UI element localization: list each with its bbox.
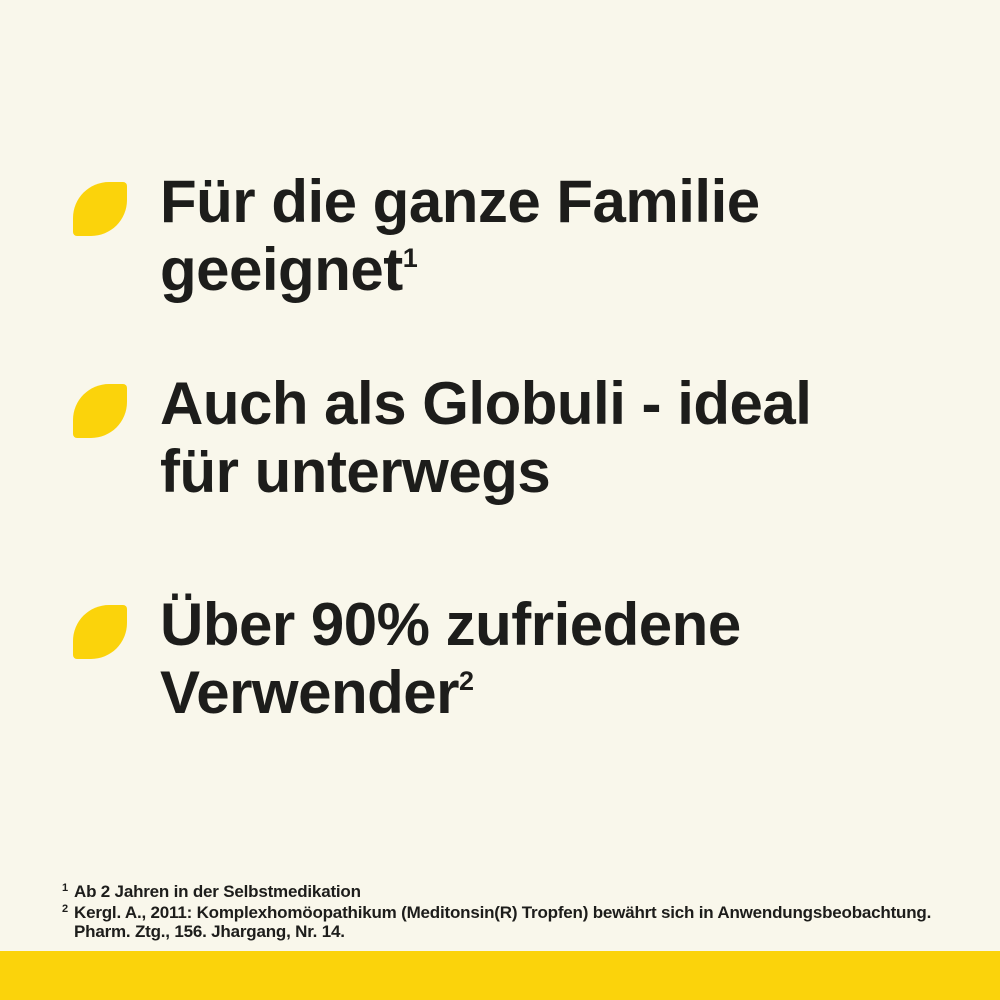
benefit-line-text: für unterwegs xyxy=(160,438,551,505)
bottom-accent-bar xyxy=(0,951,1000,1000)
benefit-bullet-family: Für die ganze Familie geeignet1 xyxy=(73,168,760,304)
benefit-text-globuli: Auch als Globuli - ideal für unterwegs xyxy=(160,370,812,506)
footnote-2-text: Kergl. A., 2011: Komplexhomöopathikum (M… xyxy=(74,903,931,941)
footnote-line: Ab 2 Jahren in der Selbstmedikation xyxy=(74,882,361,901)
footnote-line: Pharm. Ztg., 156. Jhargang, Nr. 14. xyxy=(74,922,345,941)
benefit-line-text: Verwender xyxy=(160,659,460,726)
footnote-1-text: Ab 2 Jahren in der Selbstmedikation xyxy=(74,882,361,901)
benefit-line: geeignet1 xyxy=(160,236,760,304)
benefit-line-text: Auch als Globuli - ideal xyxy=(160,370,812,437)
benefit-line-text: Über 90% zufriedene xyxy=(160,591,741,658)
benefit-line: für unterwegs xyxy=(160,438,811,506)
footnote-2: 2 Kergl. A., 2011: Komplexhomöopathikum … xyxy=(62,903,931,941)
benefit-line: Über 90% zufriedene xyxy=(160,591,741,659)
benefit-line: Auch als Globuli - ideal xyxy=(160,370,812,438)
footnote-ref-2: 2 xyxy=(459,666,475,696)
benefit-text-satisfaction: Über 90% zufriedene Verwender2 xyxy=(160,591,741,727)
footnote-marker-2: 2 xyxy=(62,903,68,915)
footnote-1: 1 Ab 2 Jahren in der Selbstmedikation xyxy=(62,882,931,901)
benefit-line: Verwender2 xyxy=(160,659,741,727)
benefit-bullet-globuli: Auch als Globuli - ideal für unterwegs xyxy=(73,370,812,506)
footnote-ref-1: 1 xyxy=(402,243,418,273)
benefit-line-text: geeignet xyxy=(160,236,403,303)
benefit-bullet-satisfaction: Über 90% zufriedene Verwender2 xyxy=(73,591,741,727)
leaf-icon xyxy=(73,384,127,438)
benefit-line: Für die ganze Familie xyxy=(160,168,760,236)
leaf-icon xyxy=(73,182,127,236)
footnote-line: Kergl. A., 2011: Komplexhomöopathikum (M… xyxy=(74,903,932,922)
leaf-icon xyxy=(73,605,127,659)
benefit-text-family: Für die ganze Familie geeignet1 xyxy=(160,168,760,304)
footnote-marker-1: 1 xyxy=(62,882,68,894)
benefit-line-text: Für die ganze Familie xyxy=(160,168,760,235)
footnotes: 1 Ab 2 Jahren in der Selbstmedikation 2 … xyxy=(62,882,931,941)
